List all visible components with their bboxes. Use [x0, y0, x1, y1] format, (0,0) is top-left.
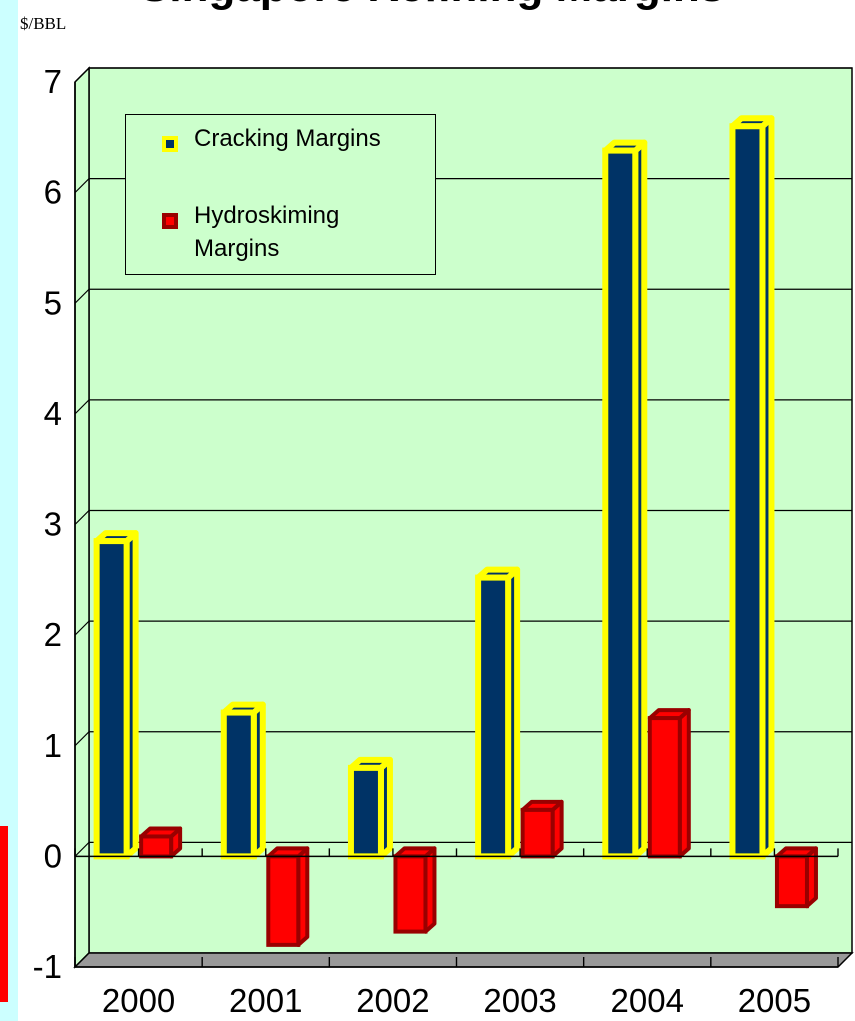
bar-hydroskiming-2005: [774, 846, 818, 909]
gridline-side: [74, 67, 90, 83]
red-accent-mark: [0, 826, 8, 1002]
gridline-side: [74, 178, 90, 194]
gridline-side: [74, 510, 90, 525]
bar-hydroskiming-2004: [647, 708, 691, 859]
x-tick-label: 2005: [738, 982, 811, 1019]
y-tick-label: 3: [44, 506, 62, 543]
bar-cracking-2003: [475, 566, 521, 860]
bar-hydroskiming-2001: [266, 846, 310, 947]
chart-title: Singapore Refining Margins: [140, 0, 724, 12]
y-tick-label: 1: [44, 727, 62, 764]
legend-swatch-icon-cracking: [162, 136, 178, 152]
y-tick-label: 2: [44, 616, 62, 653]
legend-label-cracking: Cracking Margins: [194, 125, 381, 152]
bar-cracking-2000: [93, 530, 139, 860]
y-tick-label: -1: [33, 948, 62, 985]
gridline-side: [74, 731, 90, 747]
left-decor-strip: [0, 0, 18, 1021]
plot-floor: [73, 952, 854, 968]
bar-cracking-2005: [729, 115, 775, 860]
bar-hydroskiming-2003: [520, 799, 564, 859]
x-tick-label: 2000: [102, 982, 175, 1019]
y-tick-label: 5: [44, 284, 62, 321]
x-tick-label: 2003: [483, 982, 556, 1019]
y-axis-unit-label: $/BBL: [20, 14, 67, 33]
gridline-side: [74, 399, 90, 415]
bar-hydroskiming-2000: [139, 826, 183, 859]
x-tick-label: 2002: [356, 982, 429, 1019]
x-tick-label: 2001: [229, 982, 302, 1019]
bar-cracking-2001: [220, 701, 266, 860]
legend-swatch-icon-hydroskiming: [162, 213, 178, 229]
gridline-side: [74, 288, 90, 304]
legend: Cracking Margins Hydroskiming Margins: [125, 114, 436, 275]
y-tick-label: 6: [44, 174, 62, 211]
bar-hydroskiming-2002: [393, 846, 437, 934]
gridline-side: [74, 841, 90, 857]
bar-cracking-2004: [602, 139, 648, 860]
bar-cracking-2002: [347, 756, 393, 860]
y-tick-label: 7: [44, 63, 62, 100]
y-tick-label: 0: [44, 837, 62, 874]
gridline-side: [74, 620, 90, 636]
legend-label-hydroskiming: Hydroskiming Margins: [194, 202, 340, 262]
x-tick-label: 2004: [611, 982, 684, 1019]
y-tick-label: 4: [44, 395, 62, 432]
